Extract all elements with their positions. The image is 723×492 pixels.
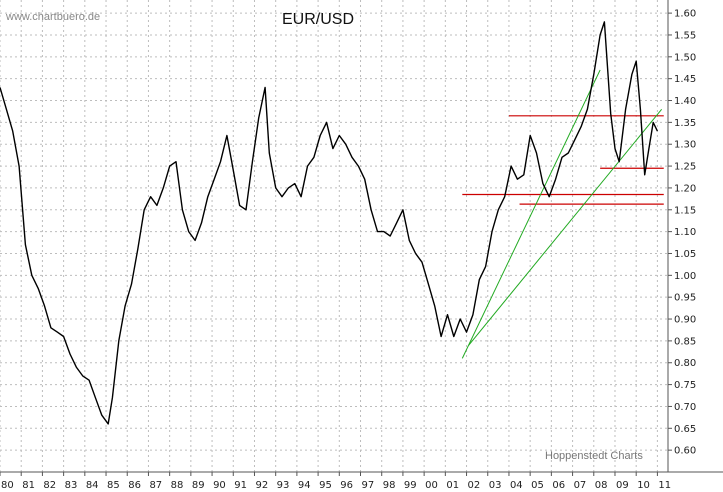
grid xyxy=(0,0,668,472)
x-tick-label: 11 xyxy=(658,480,671,491)
x-tick-label: 96 xyxy=(340,480,353,491)
plot-area xyxy=(0,0,668,472)
x-tick-label: 83 xyxy=(65,480,78,491)
y-tick-label: 1.30 xyxy=(674,140,696,151)
x-tick-label: 07 xyxy=(574,480,587,491)
y-tick-label: 1.35 xyxy=(674,118,696,129)
x-tick-label: 80 xyxy=(1,480,14,491)
x-tick-label: 05 xyxy=(531,480,544,491)
y-tick-label: 1.45 xyxy=(674,74,696,85)
x-tick-label: 02 xyxy=(468,480,481,491)
x-tick-label: 90 xyxy=(213,480,226,491)
series-line xyxy=(0,21,659,425)
x-tick-label: 89 xyxy=(192,480,205,491)
x-tick-label: 08 xyxy=(595,480,608,491)
x-tick-label: 10 xyxy=(637,480,650,491)
y-tick-label: 1.40 xyxy=(674,96,696,107)
x-tick-label: 99 xyxy=(404,480,417,491)
x-tick-label: 81 xyxy=(22,480,35,491)
x-axis-ticks: 80 81 82 83 84 85 86 87 88 89 90 91 92 93 94 95 96 97 98 99… xyxy=(0,472,671,491)
y-tick-label: 0.65 xyxy=(674,424,696,435)
y-tick-label: 0.70 xyxy=(674,402,696,413)
chart-title: EUR/USD xyxy=(282,11,354,28)
x-tick-label: 85 xyxy=(107,480,120,491)
y-tick-label: 1.05 xyxy=(674,249,696,260)
y-tick-label: 1.60 xyxy=(674,9,696,20)
x-tick-label: 93 xyxy=(277,480,290,491)
support-resistance-lines xyxy=(462,115,664,205)
trend-line xyxy=(468,108,663,346)
y-tick-label: 1.15 xyxy=(674,205,696,216)
y-tick-label: 0.95 xyxy=(674,293,696,304)
y-tick-label: 1.25 xyxy=(674,162,696,173)
y-tick-label: 1.20 xyxy=(674,183,696,194)
y-tick-label: 0.75 xyxy=(674,380,696,391)
x-tick-label: 97 xyxy=(362,480,375,491)
trend-line xyxy=(461,69,601,359)
x-tick-label: 92 xyxy=(255,480,268,491)
x-tick-label: 00 xyxy=(425,480,438,491)
y-tick-label: 0.80 xyxy=(674,358,696,369)
x-tick-label: 06 xyxy=(552,480,565,491)
watermark-text: www.chartbuero.de xyxy=(5,11,100,23)
x-tick-label: 84 xyxy=(86,480,99,491)
x-tick-label: 95 xyxy=(319,480,332,491)
x-tick-label: 09 xyxy=(616,480,629,491)
y-tick-label: 0.90 xyxy=(674,315,696,326)
x-tick-label: 91 xyxy=(234,480,247,491)
x-tick-label: 94 xyxy=(298,480,311,491)
x-tick-label: 01 xyxy=(446,480,459,491)
y-axis-ticks: 0.60 0.65 0.70 0.75 0.80 0.85 0.90 0.95 1.00 1.05… xyxy=(668,9,696,457)
x-tick-label: 88 xyxy=(171,480,184,491)
chart-credit: Hoppenstedt Charts xyxy=(545,450,643,462)
x-tick-label: 86 xyxy=(128,480,141,491)
x-tick-label: 03 xyxy=(489,480,502,491)
y-tick-label: 1.55 xyxy=(674,30,696,41)
y-tick-label: 1.00 xyxy=(674,271,696,282)
price-series xyxy=(0,21,659,425)
trend-lines xyxy=(461,69,663,359)
x-tick-label: 82 xyxy=(43,480,56,491)
x-tick-label: 98 xyxy=(383,480,396,491)
y-tick-label: 0.60 xyxy=(674,446,696,457)
x-tick-label: 04 xyxy=(510,480,523,491)
y-tick-label: 0.85 xyxy=(674,336,696,347)
x-tick-label: 87 xyxy=(149,480,162,491)
y-tick-label: 1.50 xyxy=(674,52,696,63)
y-tick-label: 1.10 xyxy=(674,227,696,238)
